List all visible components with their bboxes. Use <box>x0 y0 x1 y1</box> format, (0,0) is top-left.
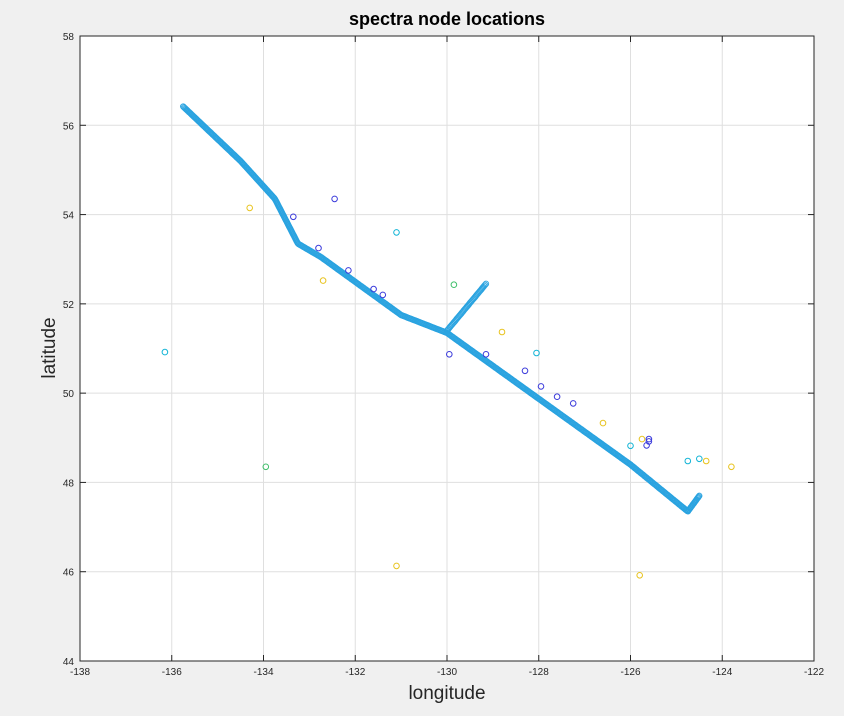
node-point <box>450 281 458 289</box>
node-point <box>599 419 607 427</box>
node-point <box>638 435 646 443</box>
branch-node-point <box>481 281 489 288</box>
x-tick-label: -132 <box>345 667 365 678</box>
node-point <box>645 435 653 443</box>
chart-title: spectra node locations <box>349 9 545 29</box>
node-point <box>498 328 506 336</box>
x-tick-label: -126 <box>620 667 640 678</box>
node-point <box>728 463 735 471</box>
x-tick-label: -128 <box>529 667 549 678</box>
data-points <box>161 103 735 579</box>
x-tick-label: -122 <box>804 667 824 678</box>
branch-node-point <box>482 280 490 287</box>
y-tick-label: 54 <box>63 211 75 222</box>
node-point <box>636 572 644 579</box>
axes-border <box>79 35 815 662</box>
y-tick-label: 46 <box>63 568 75 579</box>
node-point <box>446 351 453 358</box>
y-tick-label: 48 <box>63 478 75 489</box>
node-point <box>319 277 327 284</box>
tick-labels: -138 -136 -134 -132 -130 -128 -126 -124 -122 44 46… <box>63 32 825 678</box>
y-tick-label: 58 <box>63 32 75 43</box>
x-tick-label: -138 <box>70 667 90 678</box>
line-node-point <box>694 494 702 501</box>
node-point <box>290 213 297 221</box>
node-point <box>553 393 561 401</box>
node-point <box>393 562 400 570</box>
node-point <box>161 348 169 356</box>
node-point <box>533 349 540 357</box>
x-tick-label: -136 <box>162 667 182 678</box>
node-point <box>684 457 692 465</box>
node-point <box>537 383 545 390</box>
line-node-point <box>696 492 703 499</box>
x-axis-label: longitude <box>408 683 485 704</box>
node-point <box>482 351 490 358</box>
x-tick-label: -130 <box>437 667 457 678</box>
node-point <box>370 285 377 293</box>
node-point <box>379 291 387 299</box>
node-point <box>702 457 710 465</box>
y-tick-label: 44 <box>63 657 75 668</box>
node-point <box>645 438 653 445</box>
x-tick-label: -134 <box>253 667 273 678</box>
branch-node-point <box>481 282 488 290</box>
node-point <box>521 367 529 375</box>
y-tick-label: 56 <box>63 121 75 132</box>
node-point <box>569 400 577 407</box>
node-point <box>393 229 400 236</box>
x-tick-label: -124 <box>712 667 732 678</box>
y-tick-label: 52 <box>63 300 75 311</box>
node-point <box>696 455 703 463</box>
y-tick-label: 50 <box>63 389 75 400</box>
node-point <box>345 267 352 274</box>
line-node-point <box>695 493 702 500</box>
node-point <box>331 195 338 203</box>
y-axis-label: latitude <box>39 317 60 378</box>
node-point <box>262 463 270 471</box>
node-point <box>627 442 634 450</box>
node-point <box>246 204 253 212</box>
node-point <box>315 244 322 252</box>
